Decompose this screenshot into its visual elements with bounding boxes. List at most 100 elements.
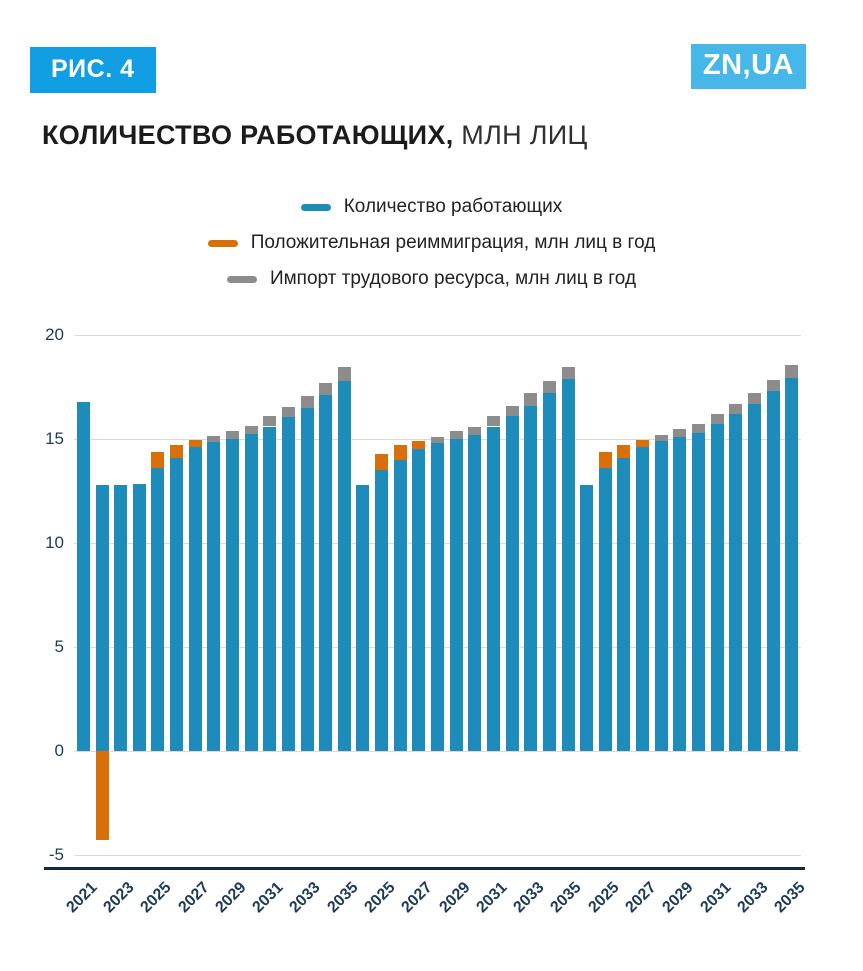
bar-reimmigration-2025 xyxy=(598,451,612,469)
bar-workers-2030 xyxy=(692,432,705,751)
x-tick-label: 2025 xyxy=(361,879,399,917)
x-tick-label: 2027 xyxy=(622,879,660,917)
bar-import-2033 xyxy=(524,393,538,406)
x-tick-label: 2029 xyxy=(435,879,474,917)
bar-reimmigration-2027 xyxy=(188,440,202,448)
bar-workers-2021 xyxy=(76,401,90,751)
bar-workers-2024 xyxy=(132,483,146,751)
legend-label: Положительная реиммиграция, млн лиц в го… xyxy=(250,232,656,253)
bar-workers-2029 xyxy=(673,436,687,751)
bar-reimmigration-2026 xyxy=(393,445,407,460)
bar-workers-2025 xyxy=(598,468,612,751)
bar-workers-2033 xyxy=(747,403,761,751)
bar-import-2031 xyxy=(263,416,277,427)
y-tick-label-15: 15 xyxy=(45,429,64,448)
bar-workers-2033 xyxy=(300,407,314,751)
bar-workers-2034 xyxy=(319,395,333,751)
x-tick-label: 2021 xyxy=(63,879,101,917)
bar-import-2029 xyxy=(673,428,687,437)
bar-workers-2027 xyxy=(412,449,426,751)
bar-workers-2033 xyxy=(524,405,538,751)
legend-dash-icon xyxy=(300,203,331,211)
x-axis-labels: 2021 2023 2025 2027 2029 2031 2033 2035 2025 2027… xyxy=(63,879,809,959)
figure-number-badge: РИС. 4 xyxy=(30,47,156,93)
bar-import-2031 xyxy=(486,416,500,427)
legend-item-1: Положительная реиммиграция, млн лиц в го… xyxy=(207,232,656,254)
gridline-20 xyxy=(74,335,801,336)
bar-import-2035 xyxy=(785,365,799,378)
bar-workers-2035 xyxy=(785,377,799,751)
bar-reimmigration-2026 xyxy=(170,445,183,458)
bar-workers-2030 xyxy=(468,434,482,751)
bar-import-2032 xyxy=(729,403,743,414)
bar-workers-2024 xyxy=(580,484,594,751)
x-tick-label: 2025 xyxy=(137,879,175,917)
bar-import-2030 xyxy=(244,425,258,434)
chart-title: КОЛИЧЕСТВО РАБОТАЮЩИХ, МЛН ЛИЦ xyxy=(42,120,588,151)
bar-workers-2027 xyxy=(636,447,650,751)
bar-workers-2027 xyxy=(188,447,202,751)
bar-import-2032 xyxy=(505,405,519,417)
bar-reimmigration-negative-2022 xyxy=(95,751,109,841)
bar-workers-2035 xyxy=(337,380,351,751)
bar-workers-2022 xyxy=(95,484,109,751)
x-tick-label: 2029 xyxy=(659,879,697,917)
bar-workers-2026 xyxy=(393,459,407,751)
legend-item-2: Импорт трудового ресурса, млн лиц в год xyxy=(226,268,636,290)
bar-workers-2025 xyxy=(151,468,165,751)
x-tick-label: 2031 xyxy=(473,879,511,917)
bar-import-2030 xyxy=(468,426,482,435)
y-tick-label-10: 10 xyxy=(45,533,64,552)
gridline--5 xyxy=(74,855,801,856)
bar-import-2035 xyxy=(561,367,575,379)
legend: Количество работающих Положительная реимм… xyxy=(0,196,863,290)
x-tick-label: 2027 xyxy=(398,879,436,917)
x-tick-label: 2033 xyxy=(286,879,325,917)
bar-workers-2028 xyxy=(207,442,221,751)
x-tick-label: 2027 xyxy=(175,879,213,917)
bar-workers-2034 xyxy=(766,391,780,751)
x-tick-label: 2033 xyxy=(510,879,548,917)
y-axis-labels: -5 0 5 10 15 20 xyxy=(16,325,64,864)
bar-import-2033 xyxy=(747,393,761,404)
bar-import-2028 xyxy=(207,435,221,443)
bar-workers-2025 xyxy=(375,470,389,751)
bar-import-2033 xyxy=(300,396,314,408)
bar-import-2029 xyxy=(449,430,463,439)
bar-import-2028 xyxy=(431,436,444,444)
x-tick-label: 2035 xyxy=(547,879,586,917)
bar-workers-2023 xyxy=(114,484,128,751)
bar-reimmigration-2027 xyxy=(412,441,426,450)
bar-workers-2028 xyxy=(431,443,444,751)
bar-import-2028 xyxy=(654,434,668,441)
bar-reimmigration-2027 xyxy=(636,440,650,448)
chart: -5 0 5 10 15 20 2021 2023 2025 2027 2029 2031 2033 2… xyxy=(16,325,828,965)
bar-import-2031 xyxy=(710,414,724,425)
y-tick-label-20: 20 xyxy=(45,325,64,344)
gridline-0 xyxy=(74,751,801,752)
bar-workers-2026 xyxy=(617,457,631,751)
bar-workers-2029 xyxy=(449,439,463,751)
plot-area xyxy=(74,335,801,856)
legend-label: Количество работающих xyxy=(343,196,563,217)
x-tick-label: 2025 xyxy=(585,879,623,917)
bar-reimmigration-2026 xyxy=(617,445,631,458)
znua-logo: ZN,UA xyxy=(690,44,806,89)
x-tick-label: 2035 xyxy=(771,879,809,917)
bar-workers-2034 xyxy=(542,393,556,751)
bar-workers-2031 xyxy=(486,426,500,751)
chart-title-main: КОЛИЧЕСТВО РАБОТАЮЩИХ, xyxy=(42,120,454,150)
x-tick-label: 2031 xyxy=(696,879,735,917)
legend-item-0: Количество работающих xyxy=(300,196,563,218)
x-tick-label: 2035 xyxy=(324,879,362,917)
bar-workers-2024 xyxy=(356,484,370,751)
bar-import-2035 xyxy=(337,367,351,381)
legend-dash-icon xyxy=(226,275,257,283)
bar-workers-2030 xyxy=(244,433,258,751)
bar-workers-2031 xyxy=(710,424,724,751)
bar-import-2034 xyxy=(542,380,556,394)
bar-workers-2032 xyxy=(505,416,519,751)
bar-workers-2031 xyxy=(263,426,277,751)
bar-workers-2029 xyxy=(225,439,239,751)
